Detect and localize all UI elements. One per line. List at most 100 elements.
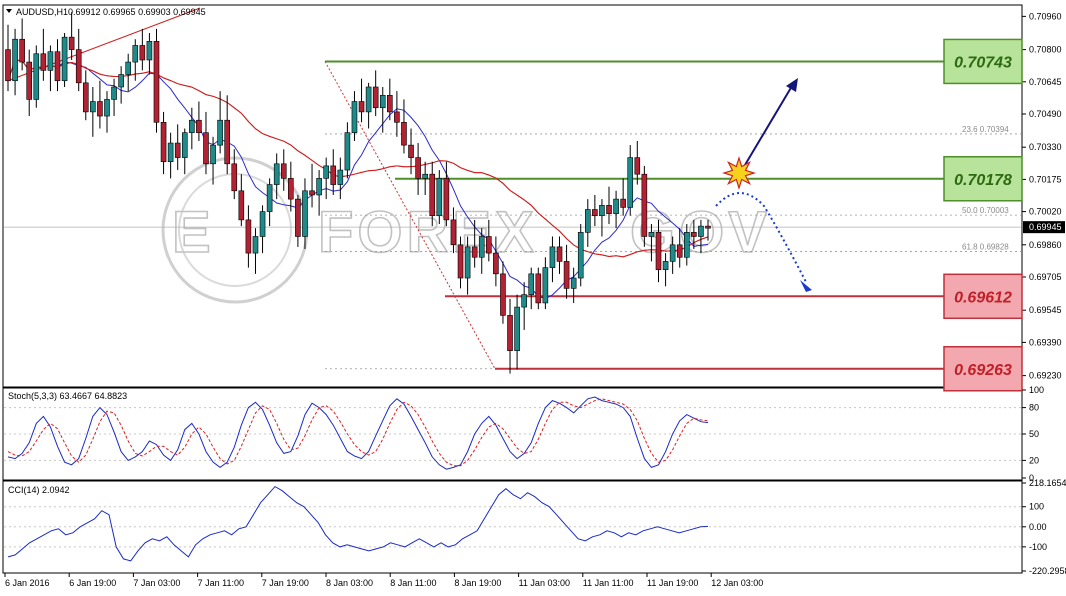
price-tick-label: 0.69390: [1029, 337, 1062, 347]
candle-bear: [641, 173, 648, 237]
stoch-tick-label: 0: [1029, 473, 1034, 483]
candle-bull: [528, 273, 535, 295]
candle-bear: [238, 190, 245, 221]
candle-bear: [655, 232, 662, 271]
dropdown-arrow-icon[interactable]: [6, 9, 12, 13]
candle-bull: [90, 101, 96, 113]
ohlc-header: 0.69912 0.69965 0.69903 0.69945: [68, 7, 206, 17]
cci-tick-label: 100: [1029, 502, 1044, 512]
candle-bull: [33, 53, 40, 100]
candle-bull: [302, 190, 308, 237]
candle-bear: [309, 190, 315, 196]
candle-bear: [471, 246, 478, 258]
candle-bear: [563, 261, 570, 289]
candle-bear: [174, 142, 181, 158]
candle-bull: [570, 277, 577, 289]
time-axis-label: 6 Jan 2016: [5, 578, 50, 588]
candle-bull: [259, 211, 266, 237]
candle-bear: [443, 178, 450, 221]
candle-bear: [500, 273, 506, 316]
candle-bear: [394, 111, 400, 123]
level-label: 0.70743: [954, 54, 1012, 71]
bullish-arrowhead: [786, 78, 798, 92]
cci-label: CCI(14) 2.0942: [8, 485, 70, 495]
candle-bear: [535, 273, 542, 304]
candle-bear: [75, 49, 82, 84]
candle-bear: [19, 38, 25, 63]
price-tick-label: 0.70490: [1029, 109, 1062, 119]
candle-bull: [47, 51, 54, 71]
symbol-header: AUDUSD,H1: [16, 7, 68, 17]
time-axis-label: 11 Jan 11:00: [583, 578, 634, 588]
time-axis-label: 8 Jan 03:00: [326, 578, 373, 588]
slow-ma-line: [7, 59, 709, 258]
price-tick-label: 0.70960: [1029, 11, 1062, 21]
candle-bull: [104, 99, 110, 117]
candle-bear: [224, 119, 230, 165]
price-tick-label: 0.70175: [1029, 174, 1062, 184]
level-label: 0.70178: [954, 172, 1012, 189]
candle-bull: [132, 45, 139, 63]
level-label: 0.69263: [954, 362, 1012, 379]
level-box-resistance: [943, 38, 1023, 85]
candle-bull: [351, 101, 358, 133]
candle-bear: [691, 232, 697, 237]
candle-bear: [676, 244, 683, 258]
svg-text:FOREX: FOREX: [318, 200, 538, 265]
cci-line: [7, 485, 709, 562]
candle-bear: [196, 119, 202, 133]
fast-ma-line: [7, 59, 709, 299]
candle-bear: [139, 45, 146, 61]
candle-bear: [295, 198, 301, 237]
candle-bear: [26, 61, 33, 100]
level-box-resistance: [943, 156, 1023, 202]
time-axis-label: 7 Jan 19:00: [262, 578, 309, 588]
candle-bull: [61, 36, 68, 82]
stoch-tick-label: 50: [1029, 429, 1039, 439]
price-tick-label: 0.70020: [1029, 207, 1062, 217]
time-axis-label: 7 Jan 11:00: [198, 578, 244, 588]
candle-bear: [606, 205, 612, 214]
candle-bull: [683, 232, 690, 258]
candle-bull: [210, 144, 216, 165]
candle-bear: [54, 51, 61, 82]
candle-bear: [245, 219, 252, 254]
svg-text:E: E: [172, 200, 215, 265]
price-tick-label: 0.69545: [1029, 305, 1062, 315]
stoch-tick-label: 20: [1029, 455, 1039, 465]
candle-bear: [429, 173, 436, 217]
candle-bear: [401, 121, 407, 146]
fib-label: 50.0 0.70003: [962, 206, 1009, 215]
candle-bear: [160, 121, 167, 163]
candle-bull: [379, 94, 386, 109]
candle-bear: [82, 82, 89, 113]
candle-bear: [415, 157, 421, 179]
candle-bull: [542, 267, 549, 304]
candle-bear: [634, 157, 641, 175]
candle-bull: [118, 74, 124, 88]
candle-bear: [203, 132, 209, 165]
fib-trend-line: [324, 61, 496, 370]
candle-bull: [577, 232, 584, 279]
candle-bear: [620, 198, 626, 208]
candle-bear: [97, 101, 103, 117]
candle-bear: [153, 41, 160, 123]
fib-label: 23.6 0.70394: [962, 125, 1009, 134]
candle-bear: [592, 209, 598, 217]
candle-bear: [280, 163, 287, 179]
candle-bull: [344, 132, 351, 171]
time-axis-label: 12 Jan 03:00: [711, 578, 763, 588]
cci-tick-label: -100: [1029, 542, 1047, 552]
candle-bull: [266, 184, 273, 212]
candle-bear: [358, 101, 365, 113]
level-box-support: [943, 273, 1023, 320]
candle-bull: [167, 142, 174, 163]
candle-bull: [662, 261, 669, 271]
bearish-arrowhead: [800, 280, 812, 292]
breakout-burst-icon: [722, 156, 756, 190]
current-price-label: 0.69945: [1029, 222, 1062, 232]
price-tick-label: 0.70800: [1029, 45, 1062, 55]
time-axis-label: 8 Jan 11:00: [390, 578, 436, 588]
price-tick-label: 0.69705: [1029, 272, 1062, 282]
